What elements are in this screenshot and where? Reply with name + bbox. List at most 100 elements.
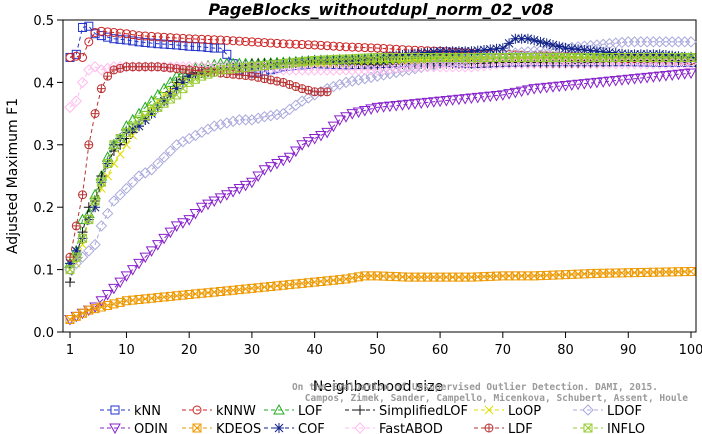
data-point xyxy=(616,75,628,86)
data-point xyxy=(384,51,395,62)
data-point xyxy=(208,120,220,132)
data-point xyxy=(335,41,345,51)
data-point xyxy=(384,62,396,75)
legend-label: KDEOS xyxy=(216,422,261,434)
data-point xyxy=(289,146,302,158)
data-point xyxy=(76,251,89,263)
data-point xyxy=(145,246,158,257)
data-point xyxy=(366,43,376,53)
data-point xyxy=(310,40,320,50)
data-point xyxy=(78,22,88,32)
legend-item-FastABOD: FastABOD xyxy=(345,422,443,434)
data-point xyxy=(415,98,428,110)
data-point xyxy=(183,215,196,226)
data-point xyxy=(164,145,177,157)
series-line xyxy=(69,56,691,264)
data-point xyxy=(151,88,164,100)
data-point xyxy=(377,63,390,76)
data-point xyxy=(103,27,113,37)
data-point xyxy=(202,199,214,211)
data-point xyxy=(653,71,666,83)
y-tick-label: 0.5 xyxy=(33,14,54,29)
data-point xyxy=(96,84,106,94)
legend-marker xyxy=(192,423,202,433)
data-point xyxy=(139,252,152,264)
data-point xyxy=(572,79,584,91)
data-point xyxy=(221,117,233,129)
data-point xyxy=(78,52,88,62)
data-point xyxy=(573,44,584,55)
data-point xyxy=(377,102,390,113)
data-point xyxy=(471,92,484,104)
legend-label: kNNW xyxy=(216,404,256,419)
data-point xyxy=(89,61,101,73)
data-point xyxy=(272,38,282,48)
legend-item-kNNW: kNNW xyxy=(182,404,256,419)
data-point xyxy=(641,72,653,84)
series-SimplifiedLOF xyxy=(65,55,696,288)
data-point xyxy=(227,187,239,198)
legend-label: LDF xyxy=(508,422,533,434)
data-point xyxy=(84,140,94,150)
data-point xyxy=(322,41,332,51)
data-point xyxy=(535,36,546,47)
data-point xyxy=(490,91,503,102)
data-point xyxy=(177,218,189,229)
data-point xyxy=(341,42,351,52)
data-point xyxy=(183,132,195,145)
data-point xyxy=(165,33,175,43)
legend-marker xyxy=(273,403,285,415)
data-point xyxy=(134,31,144,41)
data-point xyxy=(101,207,114,220)
data-point xyxy=(666,70,679,81)
data-point xyxy=(459,94,472,105)
data-point xyxy=(90,109,100,119)
data-point xyxy=(460,46,471,57)
legend-label: ODIN xyxy=(134,422,168,434)
data-point xyxy=(264,162,277,173)
series-LDF xyxy=(65,62,332,262)
data-point xyxy=(114,277,127,289)
legend-marker xyxy=(484,423,494,433)
data-point xyxy=(140,31,150,41)
data-point xyxy=(654,49,665,60)
data-point xyxy=(327,121,340,133)
data-point xyxy=(667,50,678,61)
data-point xyxy=(127,176,139,188)
data-point xyxy=(534,44,547,57)
data-point xyxy=(220,190,233,201)
series-line xyxy=(69,41,691,270)
data-point xyxy=(340,76,352,89)
legend-marker xyxy=(582,404,594,416)
y-tick-label: 0.0 xyxy=(33,326,54,341)
data-point xyxy=(377,69,390,81)
data-point xyxy=(673,51,684,62)
data-point xyxy=(214,193,227,204)
data-point xyxy=(686,52,696,62)
data-point xyxy=(285,39,295,49)
data-point xyxy=(247,37,257,47)
data-point xyxy=(308,134,321,145)
legend-item-KDEOS: KDEOS xyxy=(182,422,261,434)
data-point xyxy=(484,91,497,103)
data-point xyxy=(128,30,138,40)
credit-line-2: On the Evaluation of Unsupervised Outlie… xyxy=(292,382,658,393)
legend-marker xyxy=(274,423,284,433)
data-point xyxy=(145,95,158,106)
data-point xyxy=(271,108,283,121)
data-point xyxy=(278,39,288,49)
data-point xyxy=(509,87,522,99)
data-point xyxy=(585,45,596,56)
data-point xyxy=(496,90,509,101)
data-point xyxy=(678,69,691,80)
data-point xyxy=(65,265,75,275)
data-point xyxy=(347,54,358,65)
data-point xyxy=(227,115,239,128)
data-point xyxy=(466,46,477,57)
data-point xyxy=(597,77,610,88)
data-point xyxy=(479,44,489,55)
data-point xyxy=(672,69,685,81)
data-point xyxy=(629,49,640,60)
data-point xyxy=(553,81,566,93)
data-point xyxy=(352,107,365,119)
